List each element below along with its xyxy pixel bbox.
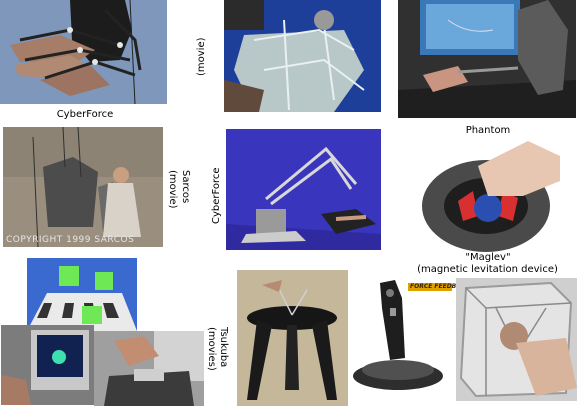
maglev-cube-photo	[456, 278, 577, 401]
tsukuba-tripod-photo	[237, 270, 348, 406]
caption-movie-top: (movie)	[196, 37, 207, 76]
caption-sarcos-line2: (movie)	[167, 170, 178, 209]
cyberforce-arm-photo	[226, 129, 381, 250]
movie-device-photo	[224, 0, 381, 112]
caption-sarcos-line1: Sarcos	[180, 170, 191, 204]
caption-maglev-line1: "Maglev"	[465, 252, 511, 263]
caption-tsukuba-line1: Tsukuba	[218, 327, 229, 368]
phantom-photo	[398, 0, 576, 118]
sarcos-photo	[3, 127, 163, 247]
caption-maglev-line2: (magnetic levitation device)	[417, 264, 558, 275]
tsukuba-checker-photo	[27, 258, 137, 331]
tsukuba-monitor-photo	[1, 325, 94, 405]
caption-cyberforce-top: CyberForce	[56, 109, 114, 120]
caption-phantom: Phantom	[465, 125, 511, 136]
maglev-photo	[418, 136, 560, 258]
force-feedback-logo: FORCE FEEDBACK	[408, 283, 470, 291]
joystick-photo	[350, 278, 458, 394]
cyberforce-glove-photo	[0, 0, 167, 104]
caption-tsukuba-line2: (movies)	[206, 327, 217, 371]
force-feedback-logo-text: FORCE FEEDBACK	[410, 283, 470, 290]
copyright-watermark: COPYRIGHT 1999 SARCOS	[6, 235, 135, 245]
caption-cyberforce-mid: CyberForce	[211, 167, 222, 224]
tsukuba-hand-photo	[94, 331, 204, 406]
